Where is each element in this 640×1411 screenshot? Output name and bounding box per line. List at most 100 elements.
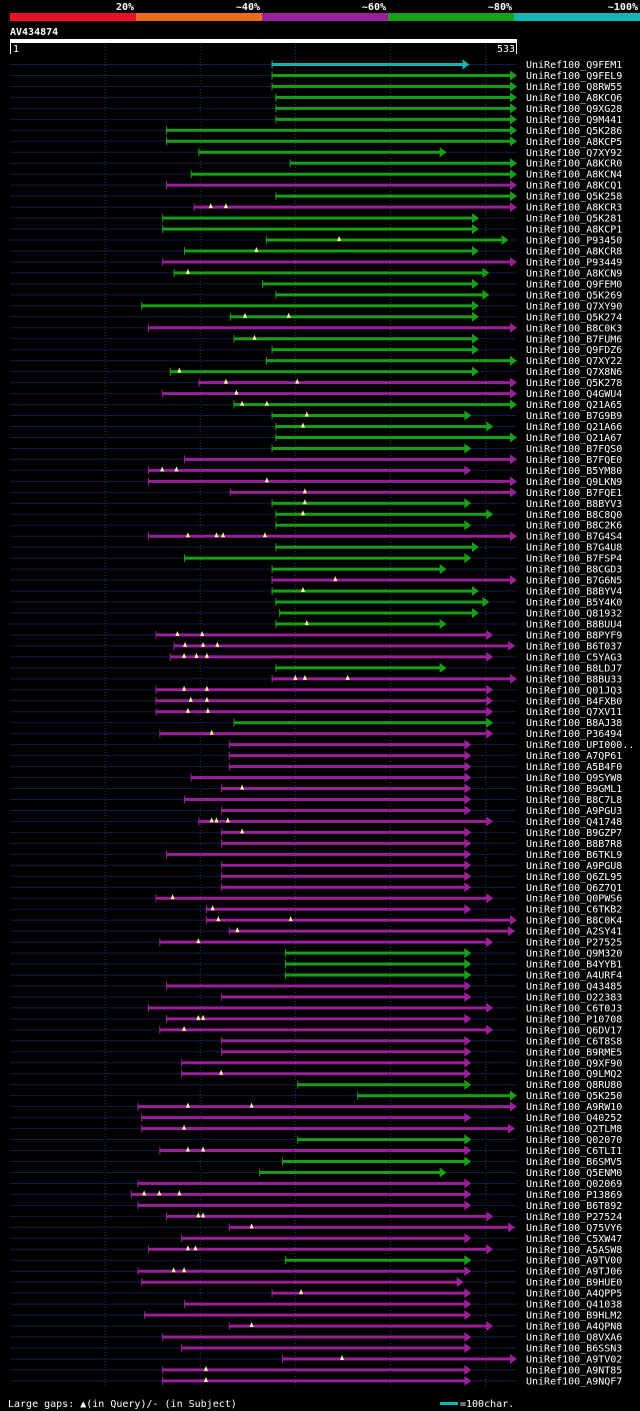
hit-label: UniRef100_Q5K278 [526,378,622,389]
hit-label: UniRef100_B8AJ38 [526,718,622,729]
query-gap-marker [302,499,307,505]
hit-arrow [464,1288,472,1299]
hit-arrow [510,191,517,202]
hit-row: UniRef100_Q5K274 [10,311,622,323]
query-gap-marker [333,576,338,582]
hit-row: UniRef100_B9GML1 [10,783,622,795]
hit-bar [159,940,488,944]
query-gap-marker [223,378,228,384]
hit-bar [162,1335,466,1339]
hit-bar [137,1181,466,1185]
hit-row: UniRef100_B7FQS0 [10,443,622,455]
hit-row: UniRef100_B8AJ38 [10,717,622,729]
query-gap-marker [175,630,180,636]
query-gap-marker [235,927,240,933]
hit-row: UniRef100_A8KCN9 [10,267,622,279]
query-gap-marker [188,696,193,702]
query-gap-marker [160,466,165,472]
hit-label: UniRef100_B6TKL9 [526,850,622,861]
hit-label: UniRef100_B8C7L8 [526,795,622,806]
hit-bar [228,1225,510,1229]
hit-arrow [510,136,517,147]
hit-bar [193,205,511,209]
hit-bar [228,754,466,758]
hit-label: UniRef100_A8KCQ6 [526,93,622,104]
query-gap-marker [185,532,190,538]
hit-arrow [471,542,479,553]
hit-arrow [510,915,517,926]
hit-row: UniRef100_Q40252 [10,1112,622,1124]
query-gap-marker [215,641,220,647]
hit-row: UniRef100_A9NQF7 [10,1375,622,1387]
hit-row: UniRef100_A7QP61 [10,750,622,762]
hit-bar [137,1269,466,1273]
hit-bar [181,1236,466,1240]
query-gap-marker [182,1025,187,1031]
query-end-label: 533 [497,44,515,55]
hit-bar [233,337,473,341]
query-gap-marker [196,1212,201,1218]
hit-bar [275,293,484,297]
hit-label: UniRef100_B8BYV4 [526,587,622,598]
hit-label: UniRef100_C5XW47 [526,1234,622,1245]
hit-bar [275,622,441,626]
scale-bar [440,1402,458,1405]
hit-row: UniRef100_Q02070 [10,1134,622,1146]
hit-label: UniRef100_P36494 [526,729,622,740]
hit-bar [275,435,511,439]
hit-bar [275,545,473,549]
hit-arrow [471,311,479,322]
hit-label: UniRef100_O22383 [526,992,622,1003]
hit-arrow [464,783,472,794]
hit-row: UniRef100_B7G4S4 [10,531,622,543]
hit-label: UniRef100_UPI000.. [526,740,634,751]
hit-arrow [456,1277,464,1288]
hit-arrow [464,838,472,849]
hit-row: UniRef100_Q5K281 [10,213,622,225]
hit-bar [284,962,466,966]
hit-arrow [464,1145,472,1156]
hit-row: UniRef100_B8B7R8 [10,838,622,850]
legend-label: ~60% [362,2,386,13]
hit-bar [198,381,511,385]
hit-arrow [464,1068,472,1079]
query-gap-marker [185,1245,190,1251]
legend-swatch [10,13,136,21]
hit-arrow [464,1342,472,1353]
query-gap-marker [170,894,175,900]
hit-label: UniRef100_A4QPN8 [526,1322,622,1333]
hit-row: UniRef100_P93450 [10,235,622,247]
query-gap-marker [193,1245,198,1251]
hit-label: UniRef100_Q9LKN9 [526,477,622,488]
hit-bar [271,73,511,77]
hit-bar [221,874,466,878]
hit-arrow [486,893,494,904]
hit-bar [228,1324,488,1328]
hit-row: UniRef100_B6T037 [10,640,622,652]
hit-arrow [464,1364,472,1375]
hit-arrow [464,1035,472,1046]
hit-bar [259,1170,441,1174]
hit-row: UniRef100_A4URF4 [10,970,622,982]
hit-arrow [510,114,517,125]
hit-label: UniRef100_P27525 [526,938,622,949]
hit-row: UniRef100_C6TKB2 [10,904,622,916]
hit-row: UniRef100_Q9LMQ2 [10,1068,622,1080]
hit-row: UniRef100_B8CGD3 [10,564,622,576]
hit-label: UniRef100_Q02069 [526,1179,622,1190]
hit-row: UniRef100_P93449 [10,256,622,268]
query-gap-marker [339,1354,344,1360]
hit-bar [275,117,511,121]
query-gap-marker [240,828,245,834]
hit-label: UniRef100_Q9M441 [526,115,622,126]
hit-arrow [464,1310,472,1321]
hit-arrow [464,553,472,564]
hit-arrow [510,575,517,586]
hit-row: UniRef100_B8PYF9 [10,629,622,641]
hit-arrow [510,256,517,267]
hit-bar [130,1192,466,1196]
query-gap-marker [201,1146,206,1152]
query-gap-marker [157,1190,162,1196]
hit-label: UniRef100_Q8RW55 [526,82,622,93]
